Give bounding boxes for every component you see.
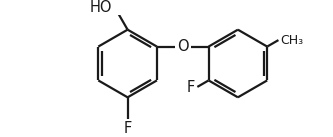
- Text: CH₃: CH₃: [280, 34, 304, 47]
- Text: HO: HO: [90, 0, 112, 15]
- Text: F: F: [124, 121, 132, 136]
- Text: O: O: [177, 39, 188, 54]
- Text: F: F: [186, 80, 194, 95]
